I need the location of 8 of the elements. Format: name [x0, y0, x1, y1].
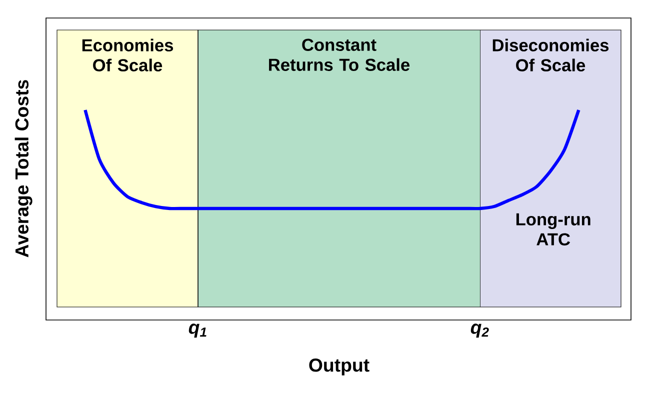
- text: Economies Of Scale: [82, 38, 174, 72]
- y-axis-title: Average Total Costs: [14, 80, 32, 258]
- x-tick-label: q$_{1}$: [188, 324, 206, 338]
- band-label: Constant Returns To Scale: [269, 38, 410, 71]
- x-tick-label: q$_{2}$: [470, 324, 489, 338]
- text: Diseconomies Of Scale: [492, 38, 609, 72]
- annotation: Long-run ATC: [516, 213, 590, 246]
- x-axis-title: Output: [309, 358, 370, 376]
